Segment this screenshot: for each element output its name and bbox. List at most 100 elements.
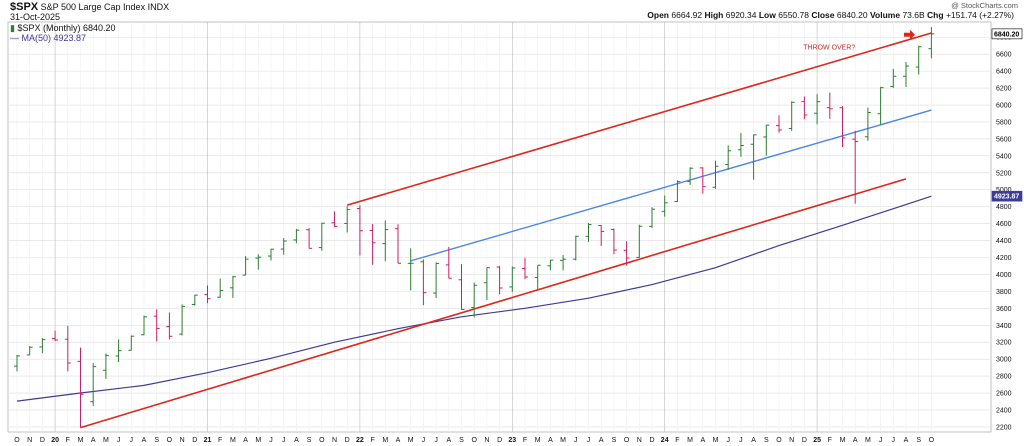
x-tick-label: A — [599, 437, 604, 444]
volume-value: 73.6B — [902, 10, 925, 20]
y-tick-label: 6600 — [996, 52, 1012, 59]
low-value: 6550.78 — [778, 10, 809, 20]
x-tick-label: N — [637, 437, 642, 444]
ohlc-bar — [318, 222, 325, 251]
x-tick-label: J — [130, 437, 134, 444]
ohlc-bar — [852, 130, 859, 204]
ohlc-bar — [242, 255, 249, 276]
ohlc-bar — [407, 248, 414, 291]
x-tick-label: A — [142, 437, 147, 444]
ohlc-bar — [750, 134, 757, 180]
x-tick-label: N — [332, 437, 337, 444]
low-label: Low — [758, 10, 776, 20]
x-tick-label: N — [27, 437, 32, 444]
x-tick-label: M — [713, 437, 719, 444]
x-tick-label: J — [879, 437, 883, 444]
ohlc-bar — [560, 254, 567, 271]
x-tick-label: 20 — [51, 437, 59, 444]
x-tick-label: F — [370, 437, 374, 444]
x-tick-label: N — [180, 437, 185, 444]
annotation-layer: THROW OVER? — [803, 29, 915, 52]
x-tick-label: M — [535, 437, 541, 444]
ohlc-bar — [179, 304, 186, 336]
legend-ma-swatch-icon: — — [10, 33, 19, 43]
ohlc-bar — [344, 205, 351, 233]
x-tick-label: S — [916, 437, 921, 444]
ohlc-bar — [598, 224, 605, 246]
legend-ma: — MA(50) 4923.87 — [10, 33, 86, 43]
grid-lines — [7, 21, 992, 433]
y-tick-label: 3200 — [996, 340, 1012, 347]
ohlc-bar — [39, 338, 46, 354]
arrow-right-icon — [904, 29, 915, 40]
y-tick-label: 4400 — [996, 238, 1012, 245]
ohlc-bar — [331, 211, 338, 227]
x-tick-label: 23 — [508, 437, 516, 444]
x-axis: O N D 20 F M A M J J A S O N D 21 F M A M J J A S O N D 22 F M A M J J A S O… — [14, 437, 934, 444]
x-tick-label: M — [840, 437, 846, 444]
ohlc-bar — [77, 347, 84, 428]
y-tick-label: 6400 — [996, 69, 1012, 76]
ohlc-bar — [369, 224, 376, 265]
x-tick-label: J — [726, 437, 730, 444]
x-tick-label: 25 — [813, 437, 821, 444]
ohlc-bar — [166, 312, 173, 340]
legend-price-swatch-icon: ▮ — [10, 23, 15, 33]
ohlc-bar — [636, 224, 643, 258]
x-tick-label: M — [687, 437, 693, 444]
upper-channel-line — [346, 32, 932, 206]
y-tick-label: 5400 — [996, 153, 1012, 160]
ohlc-bar — [649, 207, 655, 229]
ohlc-bar — [445, 246, 452, 279]
ohlc-bar — [115, 339, 122, 363]
x-tick-label: F — [828, 437, 832, 444]
ohlc-bar — [776, 115, 782, 133]
ohlc-bar — [483, 267, 490, 301]
x-tick-label: J — [892, 437, 896, 444]
ohlc-bar — [699, 167, 706, 194]
ohlc-bar — [674, 180, 681, 203]
ohlc-bar — [204, 285, 211, 304]
x-tick-label: M — [103, 437, 109, 444]
y-tick-label: 3400 — [996, 323, 1012, 330]
close-value: 6840.20 — [836, 10, 868, 20]
ohlc-bar — [496, 265, 503, 295]
ohlc-bar — [141, 315, 147, 336]
chg-value: +151.74 (+2.27%) — [945, 10, 1014, 20]
ohlc-bar — [712, 160, 719, 189]
x-tick-label: S — [459, 437, 464, 444]
ohlc-bar — [763, 124, 770, 156]
ma50-line — [16, 195, 932, 402]
y-tick-label: 6000 — [996, 103, 1012, 110]
ohlc-bar — [26, 346, 33, 356]
y-tick-label: 5000 — [996, 187, 1012, 194]
x-tick-label: N — [484, 437, 489, 444]
x-tick-label: S — [612, 437, 617, 444]
ohlc-readout: Open 6664.92 High 6920.34 Low 6550.78 Cl… — [647, 10, 1014, 20]
last-price-tag: 6840.20 — [994, 31, 1019, 38]
y-tick-label: 4200 — [996, 255, 1012, 262]
high-label: High — [704, 10, 724, 20]
x-tick-label: M — [255, 437, 261, 444]
ohlc-bar — [928, 27, 935, 59]
x-tick-label: M — [78, 437, 84, 444]
legend-price-text: $SPX (Monthly) 6840.20 — [17, 23, 116, 33]
x-tick-label: A — [446, 437, 451, 444]
ma-value-tag: 4923.87 — [994, 194, 1019, 201]
ohlc-bar — [903, 61, 909, 88]
ohlc-bars — [14, 27, 935, 428]
x-tick-label: A — [853, 437, 858, 444]
x-tick-label: A — [751, 437, 756, 444]
high-value: 6920.34 — [725, 10, 757, 20]
x-tick-label: N — [789, 437, 794, 444]
ohlc-bar — [877, 86, 884, 125]
ohlc-bar — [90, 363, 97, 406]
ohlc-bar — [572, 235, 579, 261]
x-tick-label: M — [382, 437, 388, 444]
y-tick-label: 2800 — [996, 374, 1012, 381]
y-tick-label: 5800 — [996, 119, 1012, 126]
ohlc-bar — [522, 257, 528, 280]
x-tick-label: D — [192, 437, 197, 444]
last-price-tag-box — [991, 28, 1023, 40]
